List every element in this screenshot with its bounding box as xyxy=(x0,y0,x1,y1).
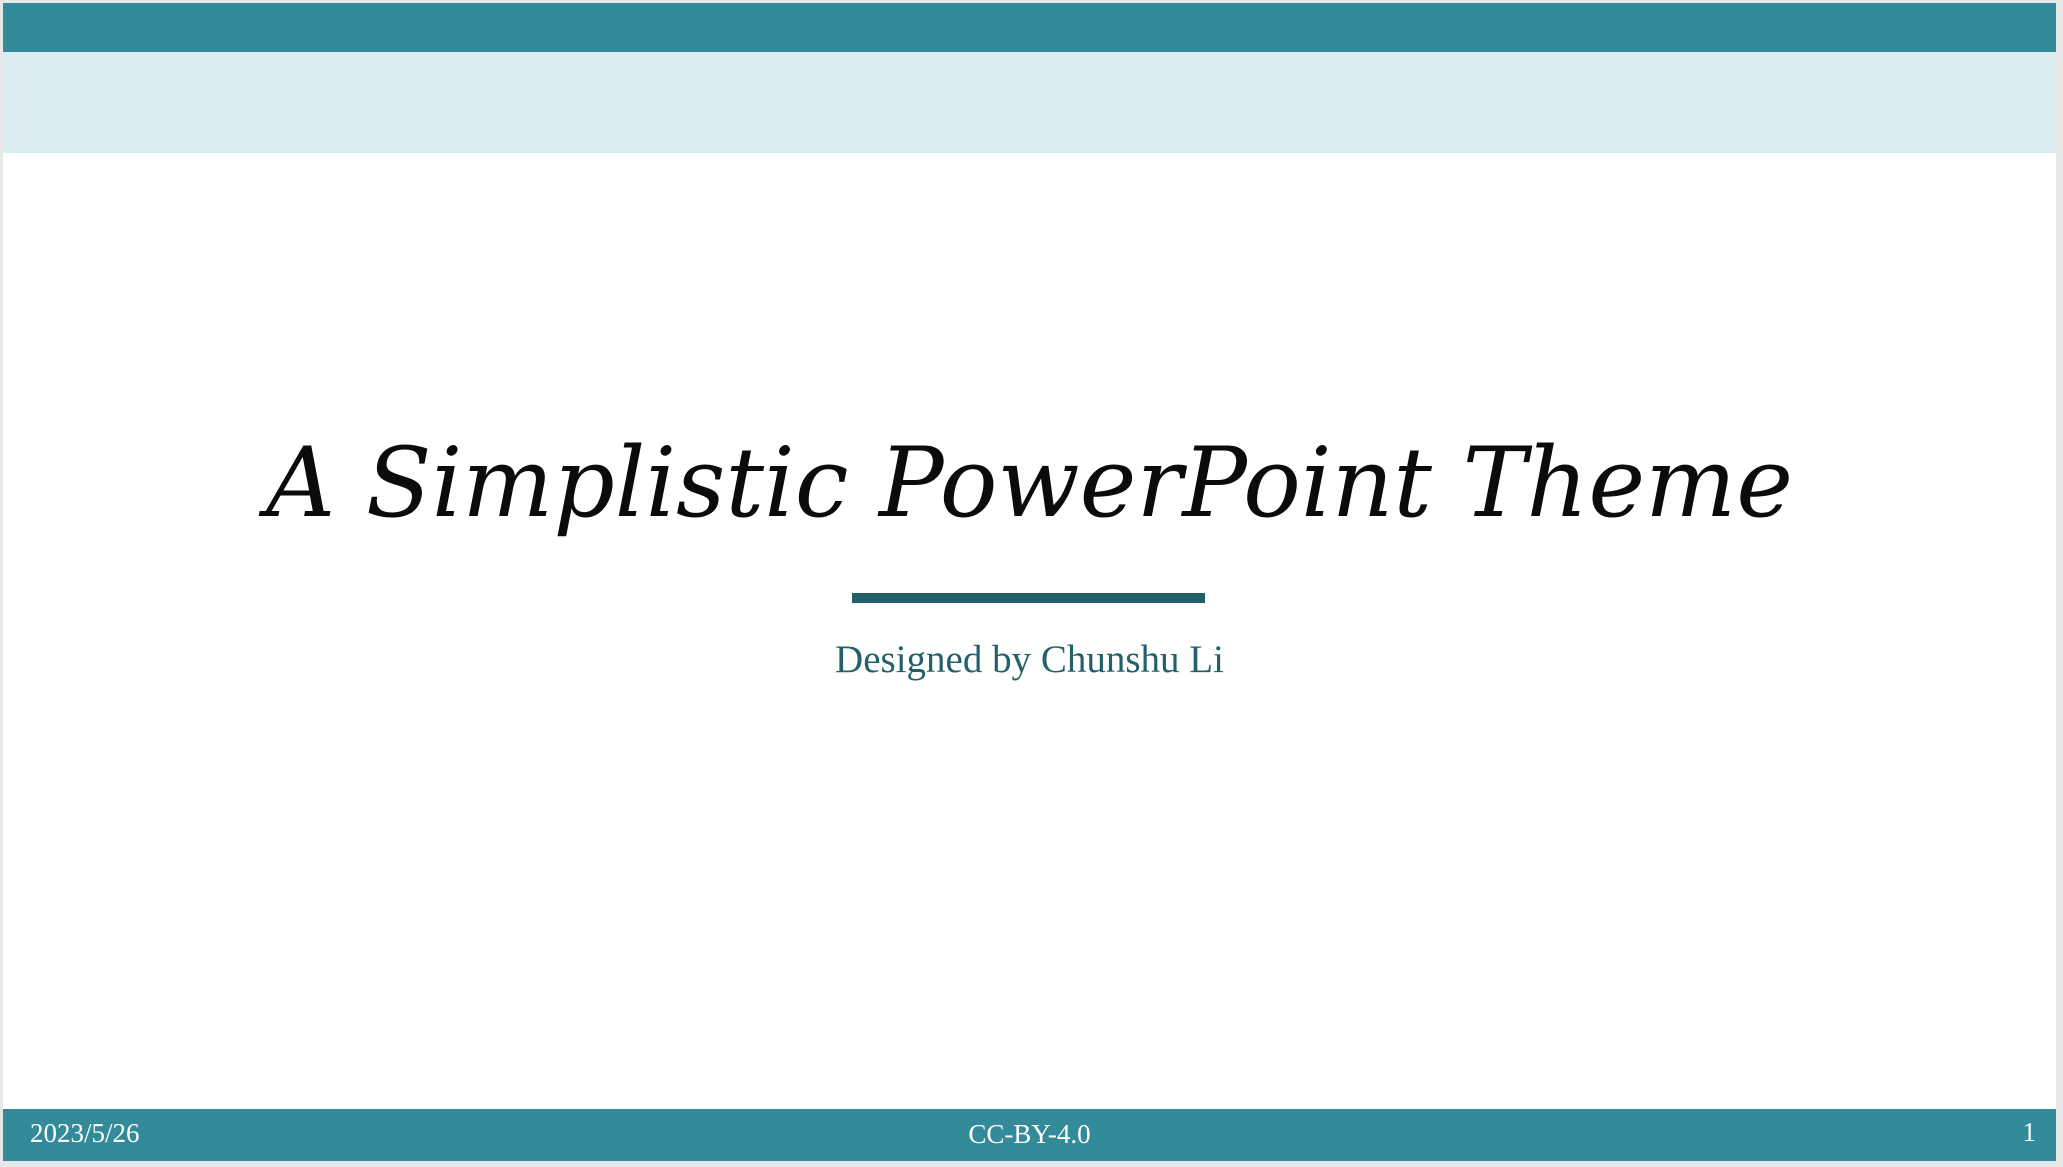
slide-page-number: 1 xyxy=(2022,1117,2037,1147)
slide[interactable]: A Simplistic PowerPoint Theme Designed b… xyxy=(3,3,2056,1161)
slide-title[interactable]: A Simplistic PowerPoint Theme xyxy=(265,427,1794,539)
slide-subtitle[interactable]: Designed by Chunshu Li xyxy=(835,638,1224,681)
header-band xyxy=(3,52,2056,153)
top-accent-bar xyxy=(3,3,2056,52)
title-divider xyxy=(852,593,1205,603)
footer-license: CC-BY-4.0 xyxy=(968,1119,1091,1149)
footer-date: 2023/5/26 xyxy=(30,1118,140,1148)
footer-bar: 2023/5/26 CC-BY-4.0 1 xyxy=(3,1109,2056,1161)
